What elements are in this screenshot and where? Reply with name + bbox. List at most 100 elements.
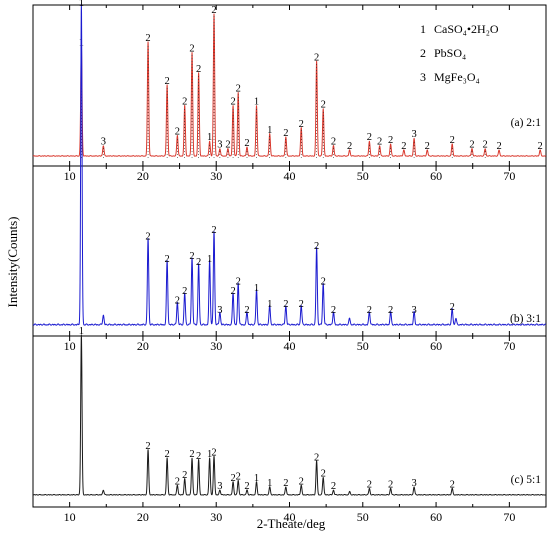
peak-label: 1	[254, 97, 259, 108]
x-tick-label: 10	[64, 339, 76, 353]
x-tick-label: 50	[357, 510, 369, 524]
peak-label: 2	[164, 449, 169, 460]
peak-label: 2	[145, 441, 150, 452]
legend-num-3: 3	[420, 70, 426, 84]
peak-label: 1	[79, 0, 84, 9]
peak-label: 2	[469, 140, 474, 151]
peak-label: 2	[189, 43, 194, 54]
x-tick-label: 40	[284, 339, 296, 353]
x-tick-label: 30	[210, 339, 222, 353]
legend: 1 CaSO₄•2H₂O 2 PbSO₄ 3 MgFe₃O₄	[420, 22, 499, 84]
x-tick-label: 70	[503, 339, 515, 353]
x-tick-label: 60	[430, 510, 442, 524]
x-axis-title: 2-Theate/deg	[257, 516, 326, 531]
peak-label: 2	[331, 137, 336, 148]
peak-label: 2	[283, 128, 288, 139]
peak-label: 1	[267, 299, 272, 310]
panel-frame	[32, 335, 547, 508]
peak-label: 2	[331, 481, 336, 492]
peak-label: 2	[367, 305, 372, 316]
peak-label: 2	[175, 126, 180, 137]
peak-label: 3	[217, 140, 222, 151]
diffraction-trace	[32, 13, 547, 157]
diffraction-trace	[32, 3, 547, 326]
peak-label: 2	[164, 76, 169, 87]
x-tick-label: 10	[64, 510, 76, 524]
peak-label: 2	[321, 276, 326, 287]
peak-label: 2	[377, 137, 382, 148]
peak-label: 2	[450, 480, 455, 491]
x-tick-label: 50	[357, 169, 369, 183]
peak-label: 1	[207, 449, 212, 460]
peak-label: 3	[101, 137, 106, 148]
peak-label: 2	[450, 135, 455, 146]
peak-label: 2	[211, 5, 216, 16]
peak-label: 2	[230, 97, 235, 108]
legend-num-1: 1	[420, 22, 426, 36]
peak-label: 2	[483, 140, 488, 151]
peak-label: 2	[388, 480, 393, 491]
peak-label: 3	[411, 478, 416, 489]
legend-entry-1: CaSO₄•2H₂O	[434, 22, 499, 36]
peak-label: 1	[254, 283, 259, 294]
peak-label: 2	[401, 141, 406, 152]
x-tick-label: 70	[503, 510, 515, 524]
peak-label: 3	[217, 305, 222, 316]
x-tick-label: 40	[284, 169, 296, 183]
peak-label: 2	[225, 140, 230, 151]
x-tick-label: 10	[64, 169, 76, 183]
peak-label: 2	[283, 478, 288, 489]
peak-label: 2	[283, 299, 288, 310]
diffraction-trace	[32, 334, 547, 496]
legend-entry-3: MgFe₃O₄	[434, 70, 480, 84]
peak-label: 2	[244, 481, 249, 492]
x-tick-label: 40	[284, 510, 296, 524]
x-tick-label: 60	[430, 339, 442, 353]
peak-label: 2	[367, 480, 372, 491]
panel-label: (c) 5:1	[511, 474, 542, 486]
peak-label: 2	[145, 33, 150, 44]
peak-label: 2	[347, 141, 352, 152]
peak-label: 2	[145, 232, 150, 243]
x-tick-label: 20	[137, 169, 149, 183]
peak-label: 2	[388, 305, 393, 316]
peak-label: 1	[79, 326, 84, 337]
peak-label: 2	[299, 119, 304, 130]
x-tick-label: 30	[210, 510, 222, 524]
peak-label: 2	[196, 257, 201, 268]
x-tick-label: 50	[357, 339, 369, 353]
legend-num-2: 2	[420, 46, 426, 60]
panel-label: (b) 3:1	[510, 313, 541, 325]
peak-label: 2	[425, 141, 430, 152]
x-tick-label: 30	[210, 169, 222, 183]
legend-entry-2: PbSO₄	[434, 46, 466, 60]
peak-label: 3	[411, 129, 416, 140]
peak-label: 1	[207, 254, 212, 265]
peak-label: 2	[189, 251, 194, 262]
peak-label: 2	[182, 97, 187, 108]
peak-label: 2	[236, 472, 241, 483]
peak-label: 2	[244, 138, 249, 149]
peak-label: 2	[496, 141, 501, 152]
peak-label: 2	[299, 476, 304, 487]
peak-label: 1	[207, 132, 212, 143]
peak-label: 1	[267, 125, 272, 136]
peak-label: 2	[175, 476, 180, 487]
peak-label: 2	[175, 296, 180, 307]
panel-frame	[32, 165, 547, 337]
peak-label: 2	[196, 64, 201, 75]
peak-label: 2	[196, 451, 201, 462]
x-tick-label: 20	[137, 339, 149, 353]
peak-label: 2	[182, 286, 187, 297]
x-tick-label: 20	[137, 510, 149, 524]
peak-label: 2	[211, 225, 216, 236]
peak-label: 2	[299, 299, 304, 310]
peak-label: 2	[211, 448, 216, 459]
peak-label: 2	[388, 135, 393, 146]
x-tick-label: 70	[503, 169, 515, 183]
peak-label: 2	[182, 470, 187, 481]
peak-label: 2	[189, 449, 194, 460]
